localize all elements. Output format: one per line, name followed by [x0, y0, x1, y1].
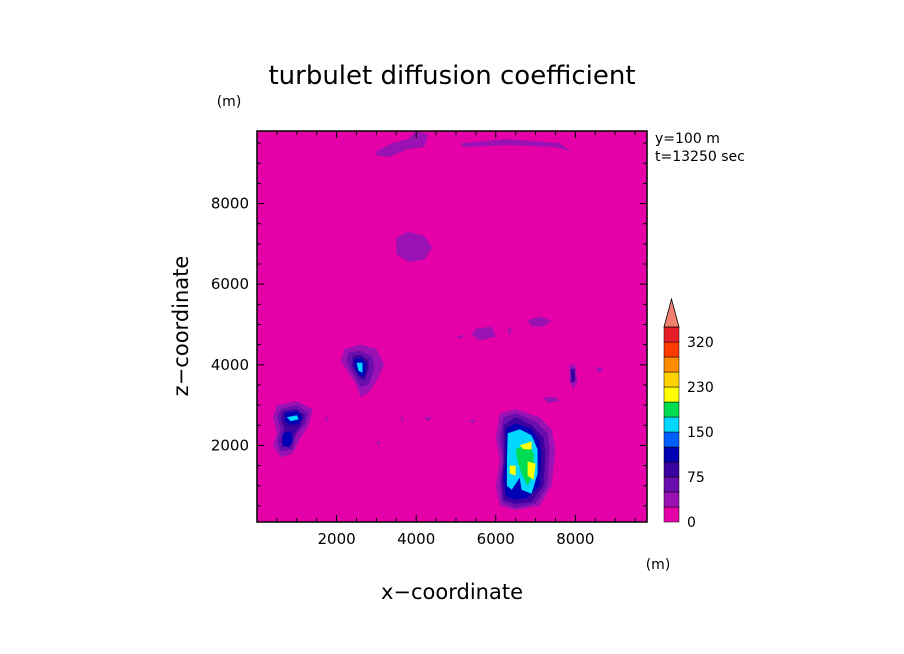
x-tick-label: 6000	[477, 530, 515, 548]
contour-region-35	[507, 328, 512, 337]
colorbar-segment-175	[663, 401, 680, 418]
contour-region-14	[282, 431, 293, 448]
colorbar-segment-150	[663, 416, 680, 433]
colorbar-segment-260	[663, 356, 680, 373]
x-unit-label: (m)	[646, 557, 671, 573]
contour-region-30	[324, 417, 329, 422]
colorbar-segment-290	[663, 341, 680, 358]
colorbar-tick-label: 150	[687, 425, 714, 441]
contour-region-33	[467, 419, 476, 424]
contour-region-2	[396, 231, 433, 262]
y-tick-label: 6000	[211, 275, 249, 293]
plot-frame	[256, 130, 648, 523]
y-tick-label: 2000	[211, 436, 249, 454]
contour-region-31	[376, 441, 381, 446]
y-tick-label: 4000	[211, 356, 249, 374]
colorbar-tick-label: 230	[687, 380, 714, 396]
contour-region-32	[543, 397, 560, 404]
contour-region-4	[527, 316, 552, 327]
contour-region-29	[400, 417, 405, 422]
contour-region-22	[519, 441, 532, 450]
contour-region-27	[595, 366, 604, 373]
contour-fills	[272, 131, 604, 510]
colorbar-segment-230	[663, 371, 680, 388]
annotation-time: t=13250 sec	[655, 149, 745, 165]
y-axis-label: z−coordinate	[169, 256, 193, 397]
plot-area: 2000 4000 6000 8000 2000 4000 6000 8000	[211, 130, 648, 548]
contour-region-15	[286, 415, 299, 422]
contour-region-9	[356, 362, 363, 373]
colorbar-segment-200	[663, 386, 680, 403]
annotation-y-level: y=100 m	[655, 131, 720, 147]
x-tick-label: 2000	[317, 530, 355, 548]
colorbar-segment-320	[663, 326, 680, 343]
colorbar-tick-label: 0	[687, 515, 696, 531]
chart-title: turbulet diffusion coefficient	[268, 61, 635, 91]
colorbar: 0 75 150 230 320	[663, 297, 714, 531]
z-unit-label: (m)	[217, 94, 242, 110]
colorbar-tick-label: 75	[687, 470, 705, 486]
x-tick-label: 8000	[556, 530, 594, 548]
colorbar-segment-25	[663, 491, 680, 508]
plot-background	[257, 131, 647, 522]
contour-region-0	[376, 131, 429, 158]
contour-region-26	[570, 368, 576, 383]
contour-region-1	[460, 139, 572, 152]
y-tick-label: 8000	[211, 195, 249, 213]
colorbar-segment-100	[663, 446, 680, 463]
colorbar-extend-arrow	[663, 297, 680, 328]
colorbar-segment-125	[663, 431, 680, 448]
contour-region-28	[424, 417, 433, 422]
contour-region-3	[471, 326, 496, 341]
y-axis-ticks: 2000 4000 6000 8000	[211, 142, 647, 507]
contour-region-24	[527, 461, 536, 480]
colorbar-segment-75	[663, 461, 680, 478]
x-tick-label: 4000	[397, 530, 435, 548]
contour-region-34	[456, 334, 464, 339]
colorbar-segment-0	[663, 506, 680, 523]
colorbar-segment-50	[663, 476, 680, 493]
x-axis-label: x−coordinate	[381, 580, 523, 604]
contour-region-23	[509, 465, 516, 476]
x-axis-ticks: 2000 4000 6000 8000	[276, 131, 636, 548]
colorbar-tick-label: 320	[687, 335, 714, 351]
